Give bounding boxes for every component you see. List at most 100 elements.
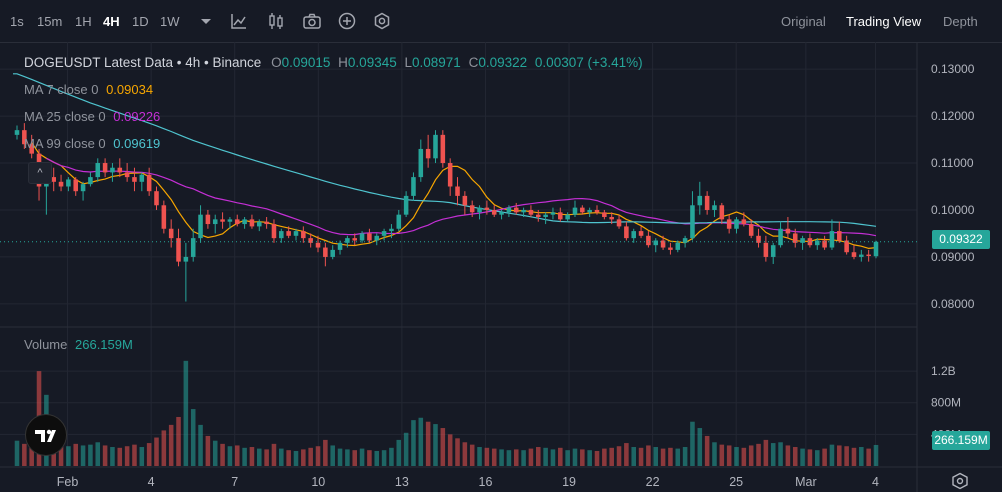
volume-bar bbox=[22, 443, 27, 466]
volume-bar bbox=[741, 447, 747, 466]
settings-hex-icon[interactable] bbox=[372, 11, 392, 31]
time-tick-label: Feb bbox=[57, 475, 79, 489]
indicator-chart-icon[interactable] bbox=[229, 11, 249, 31]
volume-bar bbox=[323, 439, 328, 466]
candle-body bbox=[396, 214, 402, 229]
candle-body bbox=[440, 134, 446, 164]
candle-body bbox=[704, 195, 710, 210]
candle-body bbox=[110, 167, 115, 173]
candle-body bbox=[66, 179, 71, 187]
volume-bar bbox=[198, 424, 203, 466]
volume-bar bbox=[587, 450, 592, 466]
candle-body bbox=[264, 221, 269, 225]
candle-body bbox=[337, 242, 343, 250]
candle-body bbox=[168, 228, 174, 239]
volume-bar bbox=[455, 438, 460, 466]
time-tick-label: Mar bbox=[795, 475, 817, 489]
candle-body bbox=[653, 240, 659, 246]
volume-bar bbox=[580, 449, 585, 466]
candle-body bbox=[205, 214, 211, 225]
volume-bar bbox=[95, 442, 101, 466]
ma25-value: 0.09226 bbox=[113, 109, 161, 124]
volume-bar bbox=[491, 448, 497, 466]
timeframe-1d[interactable]: 1D bbox=[132, 14, 149, 29]
camera-icon[interactable] bbox=[302, 11, 322, 31]
candle-body bbox=[513, 207, 519, 213]
timeframe-15m[interactable]: 15m bbox=[37, 14, 63, 29]
candle-body bbox=[389, 228, 394, 232]
volume-bar bbox=[558, 447, 563, 466]
volume-bar bbox=[315, 446, 321, 466]
candle-body bbox=[198, 214, 203, 239]
volume-bar bbox=[14, 440, 20, 466]
dropdown-caret-icon[interactable] bbox=[196, 11, 216, 31]
timeframe-1w[interactable]: 1W bbox=[160, 14, 180, 29]
candle-body bbox=[381, 231, 387, 236]
candle-body bbox=[770, 245, 776, 257]
volume-bar bbox=[719, 444, 725, 466]
candle-body bbox=[792, 233, 798, 243]
volume-bar bbox=[110, 447, 115, 466]
candle-body bbox=[132, 177, 137, 182]
volume-bar bbox=[550, 449, 556, 466]
candle-body bbox=[117, 167, 123, 173]
candle-body bbox=[624, 226, 629, 239]
candle-body bbox=[587, 209, 592, 213]
view-depth[interactable]: Depth bbox=[943, 14, 978, 29]
volume-bar bbox=[220, 443, 225, 466]
candle-settings-icon[interactable] bbox=[266, 11, 286, 31]
candle-body bbox=[374, 235, 380, 241]
candle-body bbox=[22, 130, 27, 145]
candle-body bbox=[756, 235, 761, 243]
volume-bar bbox=[433, 424, 438, 466]
volume-bar bbox=[249, 447, 255, 466]
candle-body bbox=[161, 205, 167, 229]
volume-bar bbox=[469, 444, 475, 466]
volume-bar bbox=[447, 434, 453, 466]
volume-bar bbox=[778, 442, 783, 466]
volume-bar bbox=[403, 432, 409, 466]
view-original[interactable]: Original bbox=[781, 14, 826, 29]
candle-body bbox=[301, 231, 306, 239]
tradingview-logo[interactable] bbox=[25, 414, 67, 456]
candle-body bbox=[822, 240, 827, 248]
volume-bar bbox=[756, 443, 761, 466]
volume-bar bbox=[88, 444, 93, 466]
time-tick-label: 4 bbox=[148, 475, 155, 489]
volume-bar bbox=[477, 447, 482, 466]
price-tick-label: 0.10000 bbox=[931, 203, 975, 217]
volume-bar bbox=[411, 420, 416, 466]
timeframe-1h[interactable]: 1H bbox=[75, 14, 92, 29]
volume-bar bbox=[682, 447, 688, 466]
ma99-value: 0.09619 bbox=[113, 136, 161, 151]
volume-bar bbox=[829, 444, 835, 466]
candle-body bbox=[616, 219, 622, 227]
collapse-legend-button[interactable]: ^ bbox=[28, 162, 52, 184]
candle-body bbox=[499, 212, 504, 215]
volume-bar bbox=[271, 443, 277, 466]
volume-bar bbox=[770, 443, 776, 466]
volume-bar bbox=[183, 360, 189, 466]
volume-bar bbox=[462, 442, 468, 466]
candle-body bbox=[154, 191, 159, 206]
candle-body bbox=[425, 148, 431, 159]
volume-bar bbox=[381, 450, 387, 466]
chart-settings-icon[interactable] bbox=[950, 472, 970, 490]
candle-body bbox=[447, 163, 453, 187]
candle-body bbox=[102, 163, 108, 173]
volume-bar bbox=[146, 443, 152, 466]
candle-body bbox=[80, 184, 86, 192]
volume-bar bbox=[535, 447, 541, 466]
view-trading-view[interactable]: Trading View bbox=[846, 14, 922, 29]
volume-bar bbox=[440, 428, 446, 466]
plus-circle-icon[interactable] bbox=[337, 11, 357, 31]
volume-bar bbox=[690, 421, 695, 466]
toolbar: 1s 15m 1H 4H 1D 1W Original Trading View… bbox=[0, 0, 1002, 43]
volume-bar bbox=[154, 437, 159, 466]
timeframe-4h[interactable]: 4H bbox=[103, 14, 120, 29]
volume-bar bbox=[102, 445, 108, 466]
timeframe-1s[interactable]: 1s bbox=[10, 14, 24, 29]
candle-body bbox=[873, 241, 879, 257]
candle-body bbox=[286, 231, 291, 236]
